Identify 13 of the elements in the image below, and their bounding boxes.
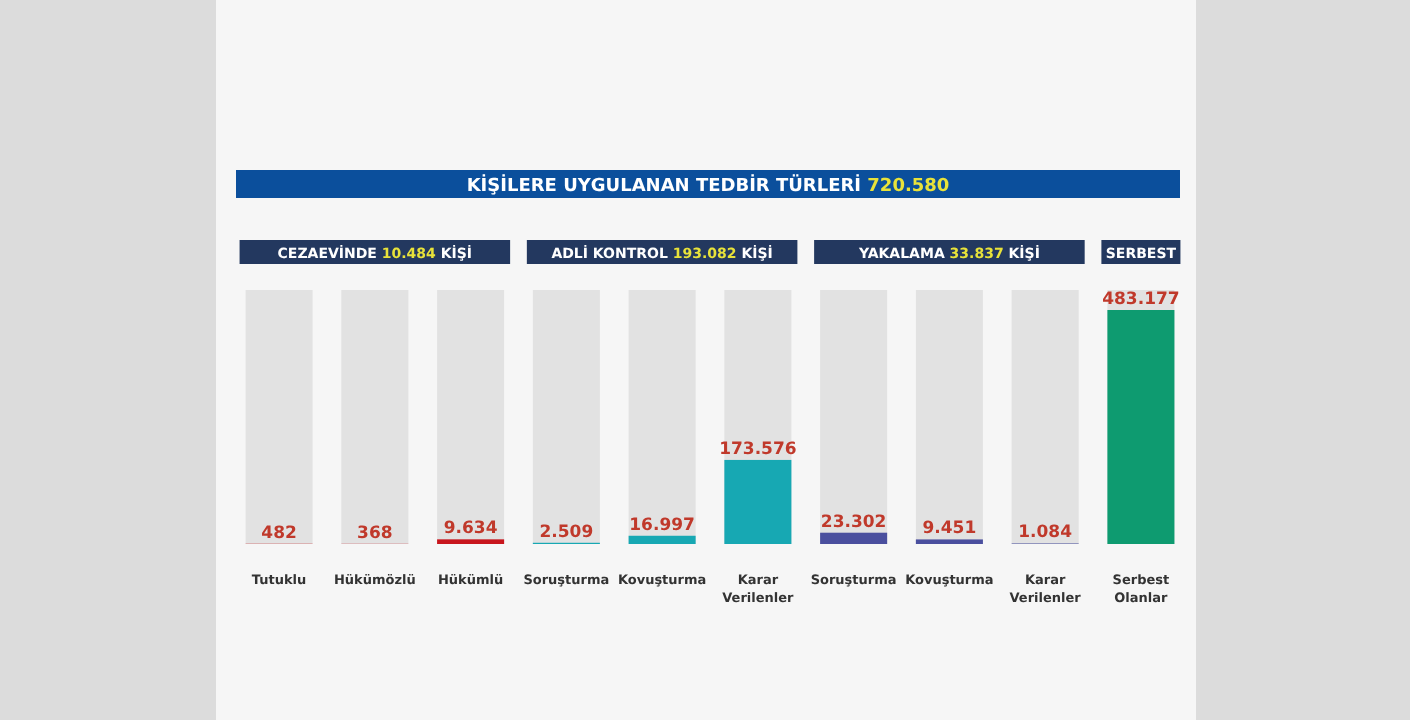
data-label: 368 (357, 523, 393, 544)
chart-title: KİŞİLERE UYGULANAN TEDBİR TÜRLERİ 720.580 (466, 173, 950, 197)
data-label: 16.997 (629, 515, 696, 536)
data-label: 1.084 (1018, 523, 1073, 544)
data-label: 173.576 (719, 439, 797, 460)
bar (628, 535, 696, 544)
data-label: 483.177 (1102, 290, 1180, 310)
bar (820, 532, 888, 544)
data-label: 9.451 (922, 519, 977, 540)
data-label: 2.509 (539, 522, 594, 543)
data-label: 9.634 (443, 519, 498, 540)
data-label: 23.302 (820, 512, 887, 533)
data-label: 482 (261, 523, 297, 544)
